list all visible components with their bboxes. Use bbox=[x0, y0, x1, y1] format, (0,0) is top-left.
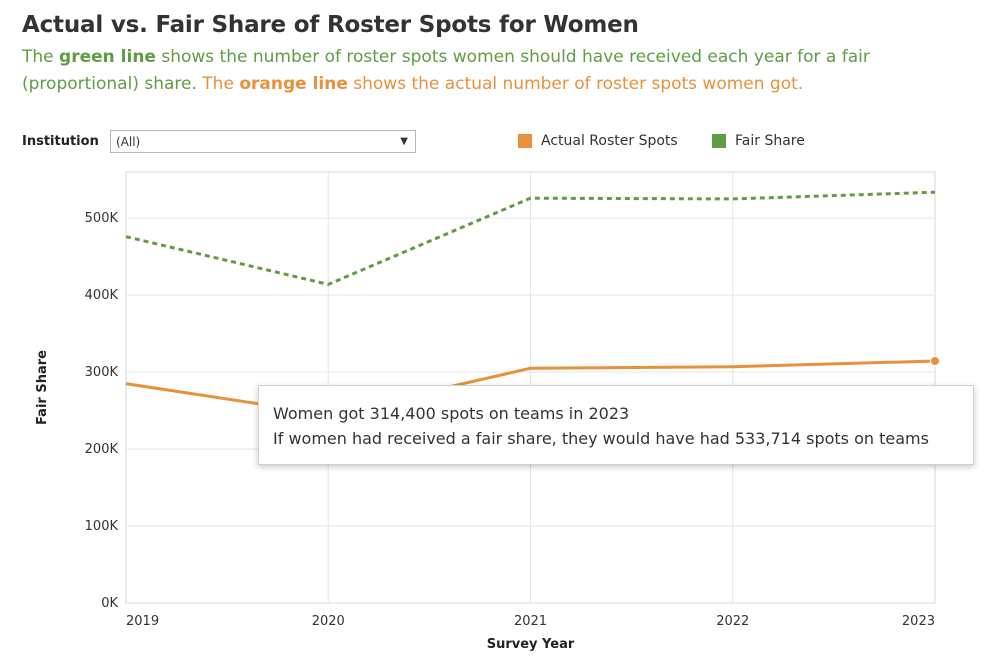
tooltip-line-fair-share: If women had received a fair share, they… bbox=[273, 429, 929, 448]
legend-label-actual: Actual Roster Spots bbox=[541, 133, 678, 149]
subtitle-orange-rest: shows the actual number of roster spots … bbox=[347, 74, 804, 94]
subtitle-green-bold: green line bbox=[59, 47, 156, 67]
x-tick-label: 2019 bbox=[126, 614, 159, 629]
y-tick-label: 200K bbox=[85, 442, 119, 457]
page-title: Actual vs. Fair Share of Roster Spots fo… bbox=[22, 12, 639, 38]
subtitle-orange-prefix: The bbox=[196, 74, 240, 94]
y-tick-label: 500K bbox=[85, 211, 119, 226]
y-tick-label: 300K bbox=[85, 365, 119, 380]
institution-filter-dropdown[interactable]: (All) ▼ bbox=[110, 130, 416, 153]
data-tooltip: Women got 314,400 spots on teams in 2023… bbox=[258, 385, 974, 465]
institution-filter-value: (All) bbox=[116, 135, 141, 149]
x-tick-label: 2021 bbox=[514, 614, 547, 629]
fair-share-line bbox=[125, 190, 936, 286]
subtitle-green-rest: shows the number of roster spots women s… bbox=[22, 47, 870, 94]
y-tick-label: 100K bbox=[85, 519, 119, 534]
y-axis-title: Fair Share bbox=[35, 350, 50, 425]
dropdown-arrow-icon: ▼ bbox=[400, 136, 408, 147]
legend-swatch-actual bbox=[518, 134, 532, 148]
tooltip-line-actual: Women got 314,400 spots on teams in 2023 bbox=[273, 404, 630, 423]
institution-filter-label: Institution bbox=[22, 134, 99, 149]
legend-label-fair-share: Fair Share bbox=[735, 133, 805, 149]
actual-point-2023 bbox=[930, 356, 940, 367]
legend-swatch-fair-share bbox=[712, 134, 726, 148]
x-tick-label: 2020 bbox=[312, 614, 345, 629]
subtitle-orange-part: The orange line shows the actual number … bbox=[197, 74, 803, 94]
subtitle-orange-bold: orange line bbox=[239, 74, 348, 94]
x-axis-title: Survey Year bbox=[487, 637, 575, 652]
y-tick-label: 400K bbox=[85, 288, 119, 303]
subtitle-green-prefix: The bbox=[22, 47, 60, 67]
subtitle-green-part: The green line shows the number of roste… bbox=[22, 47, 870, 94]
x-tick-label: 2023 bbox=[902, 614, 935, 629]
chart-subtitle: The green line shows the number of roste… bbox=[22, 44, 962, 98]
y-tick-label: 0K bbox=[101, 596, 118, 611]
x-tick-label: 2022 bbox=[716, 614, 749, 629]
